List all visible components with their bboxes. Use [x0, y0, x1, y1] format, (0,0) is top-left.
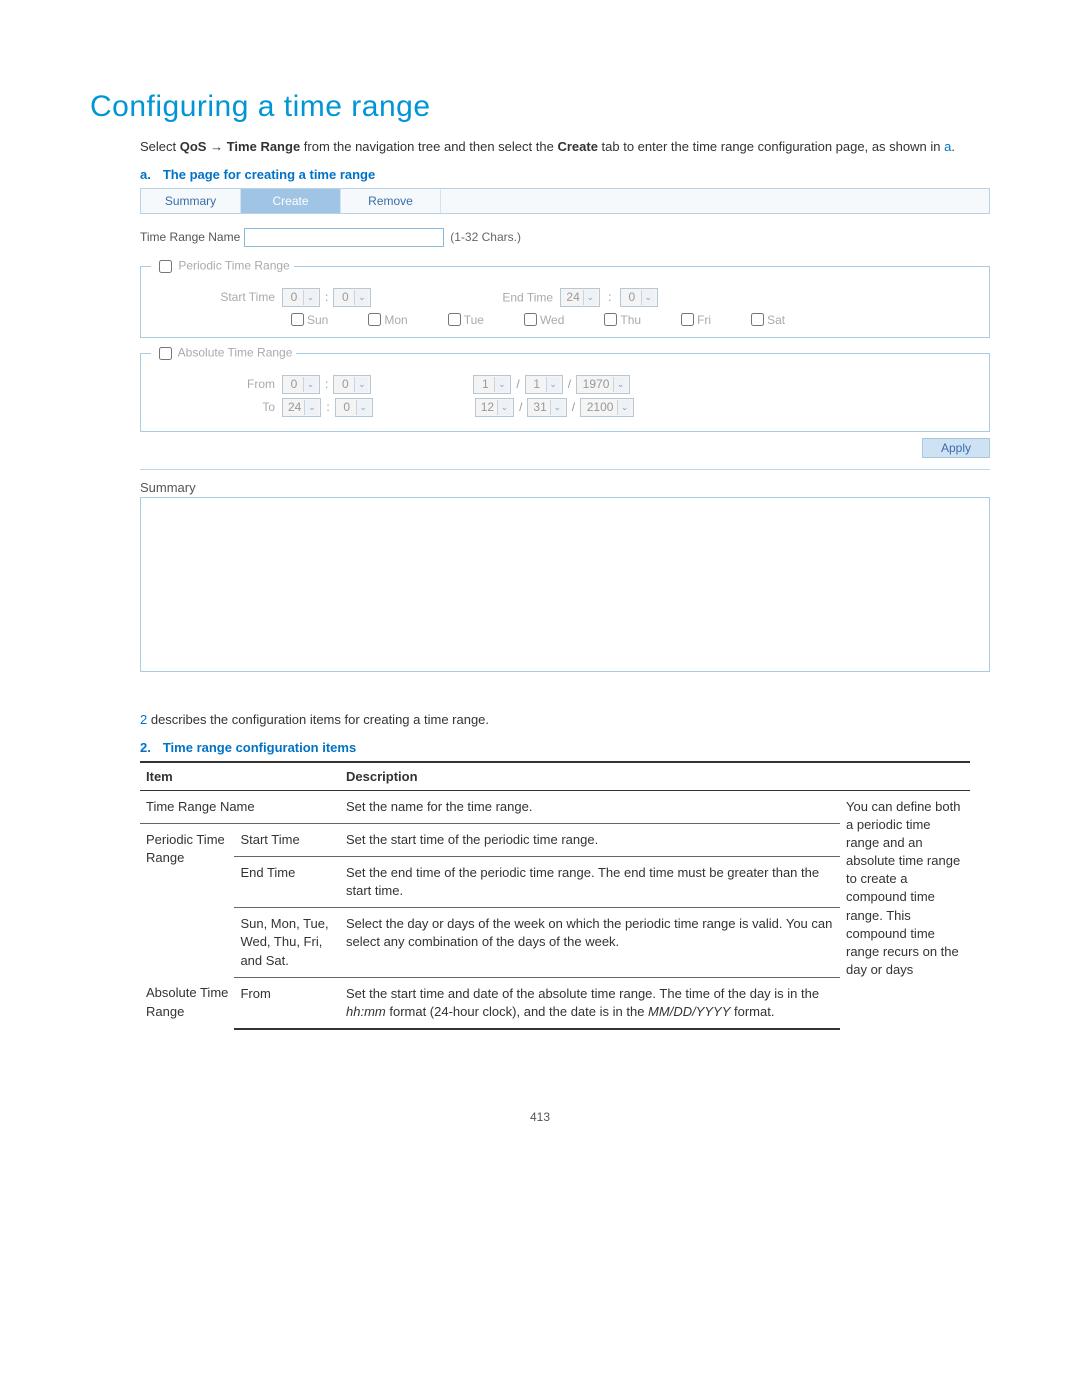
- cell-from: From: [234, 977, 340, 1029]
- periodic-fieldset: Periodic Time Range Start Time 0⌄ : 0⌄ E…: [140, 257, 990, 338]
- start-hour-select[interactable]: 0⌄: [282, 288, 320, 307]
- screenshot-figure: Summary Create Remove Time Range Name (1…: [140, 188, 990, 672]
- absolute-legend: Absolute Time Range: [178, 345, 293, 359]
- cell-time-range-name-desc: Set the name for the time range.: [340, 790, 840, 823]
- cell-absolute-label: Absolute Time Range: [140, 977, 234, 1029]
- day-sun-checkbox[interactable]: [291, 313, 304, 326]
- time-range-name-label: Time Range Name: [140, 230, 240, 244]
- from-year-select[interactable]: 1970⌄: [576, 375, 630, 394]
- to-label: To: [151, 400, 281, 414]
- chevron-down-icon: ⌄: [354, 290, 368, 305]
- page-number: 413: [90, 1110, 990, 1124]
- th-item: Item: [140, 762, 340, 791]
- time-range-name-input[interactable]: [244, 228, 444, 247]
- tab-remove[interactable]: Remove: [341, 189, 441, 213]
- cell-start-time-desc: Set the start time of the periodic time …: [340, 823, 840, 856]
- cell-side-note: You can define both a periodic time rang…: [840, 790, 970, 1029]
- periodic-checkbox[interactable]: [159, 260, 172, 273]
- name-hint: (1-32 Chars.): [450, 230, 521, 244]
- cell-days-desc: Select the day or days of the week on wh…: [340, 908, 840, 978]
- cell-start-time: Start Time: [234, 823, 340, 856]
- day-mon-checkbox[interactable]: [368, 313, 381, 326]
- from-label: From: [151, 377, 281, 391]
- figure-caption-a: a.The page for creating a time range: [140, 167, 990, 182]
- cell-time-range-name: Time Range Name: [140, 790, 340, 823]
- to-day-select[interactable]: 31⌄: [527, 398, 566, 417]
- end-minute-select[interactable]: 0⌄: [620, 288, 658, 307]
- tab-bar: Summary Create Remove: [140, 188, 990, 214]
- chevron-down-icon: ⌄: [546, 377, 560, 392]
- chevron-down-icon: ⌄: [356, 400, 370, 415]
- cell-days: Sun, Mon, Tue, Wed, Thu, Fri, and Sat.: [234, 908, 340, 978]
- from-month-select[interactable]: 1⌄: [473, 375, 511, 394]
- chevron-down-icon: ⌄: [583, 290, 597, 305]
- chevron-down-icon: ⌄: [494, 377, 508, 392]
- config-table: Item Description Time Range Name Set the…: [140, 761, 970, 1031]
- cell-from-desc: Set the start time and date of the absol…: [340, 977, 840, 1029]
- chevron-down-icon: ⌄: [303, 290, 317, 305]
- from-day-select[interactable]: 1⌄: [525, 375, 563, 394]
- cell-end-time: End Time: [234, 856, 340, 907]
- chevron-down-icon: ⌄: [617, 400, 631, 415]
- start-minute-select[interactable]: 0⌄: [333, 288, 371, 307]
- apply-button[interactable]: Apply: [922, 438, 990, 458]
- day-fri-checkbox[interactable]: [681, 313, 694, 326]
- day-tue-checkbox[interactable]: [448, 313, 461, 326]
- day-checkbox-group: Sun Mon Tue Wed Thu Fri Sat: [291, 313, 979, 327]
- start-time-label: Start Time: [151, 290, 281, 304]
- absolute-fieldset: Absolute Time Range From 0⌄ : 0⌄ 1⌄ / 1⌄…: [140, 344, 990, 432]
- from-hour-select[interactable]: 0⌄: [282, 375, 320, 394]
- tab-create[interactable]: Create: [241, 189, 341, 213]
- absolute-checkbox[interactable]: [159, 347, 172, 360]
- day-wed-checkbox[interactable]: [524, 313, 537, 326]
- chevron-down-icon: ⌄: [304, 400, 318, 415]
- intro-paragraph: Select QoS → Time Range from the navigat…: [140, 137, 990, 157]
- to-year-select[interactable]: 2100⌄: [580, 398, 634, 417]
- chevron-down-icon: ⌄: [497, 400, 511, 415]
- day-thu-checkbox[interactable]: [604, 313, 617, 326]
- table-caption-2: 2.Time range configuration items: [140, 740, 990, 755]
- chevron-down-icon: ⌄: [641, 290, 655, 305]
- summary-label: Summary: [140, 480, 990, 495]
- periodic-legend: Periodic Time Range: [178, 258, 289, 272]
- cell-end-time-desc: Set the end time of the periodic time ra…: [340, 856, 840, 907]
- day-sat-checkbox[interactable]: [751, 313, 764, 326]
- to-month-select[interactable]: 12⌄: [475, 398, 514, 417]
- end-time-label: End Time: [502, 290, 553, 304]
- th-desc: Description: [340, 762, 840, 791]
- summary-box: [140, 497, 990, 672]
- end-hour-select[interactable]: 24⌄: [560, 288, 599, 307]
- chevron-down-icon: ⌄: [303, 377, 317, 392]
- page-title: Configuring a time range: [90, 90, 990, 124]
- cell-periodic-label: Periodic Time Range: [140, 823, 234, 977]
- from-minute-select[interactable]: 0⌄: [333, 375, 371, 394]
- chevron-down-icon: ⌄: [354, 377, 368, 392]
- tab-summary[interactable]: Summary: [141, 189, 241, 213]
- chevron-down-icon: ⌄: [550, 400, 564, 415]
- to-minute-select[interactable]: 0⌄: [335, 398, 373, 417]
- between-paragraph: 2 describes the configuration items for …: [140, 712, 990, 727]
- to-hour-select[interactable]: 24⌄: [282, 398, 321, 417]
- chevron-down-icon: ⌄: [613, 377, 627, 392]
